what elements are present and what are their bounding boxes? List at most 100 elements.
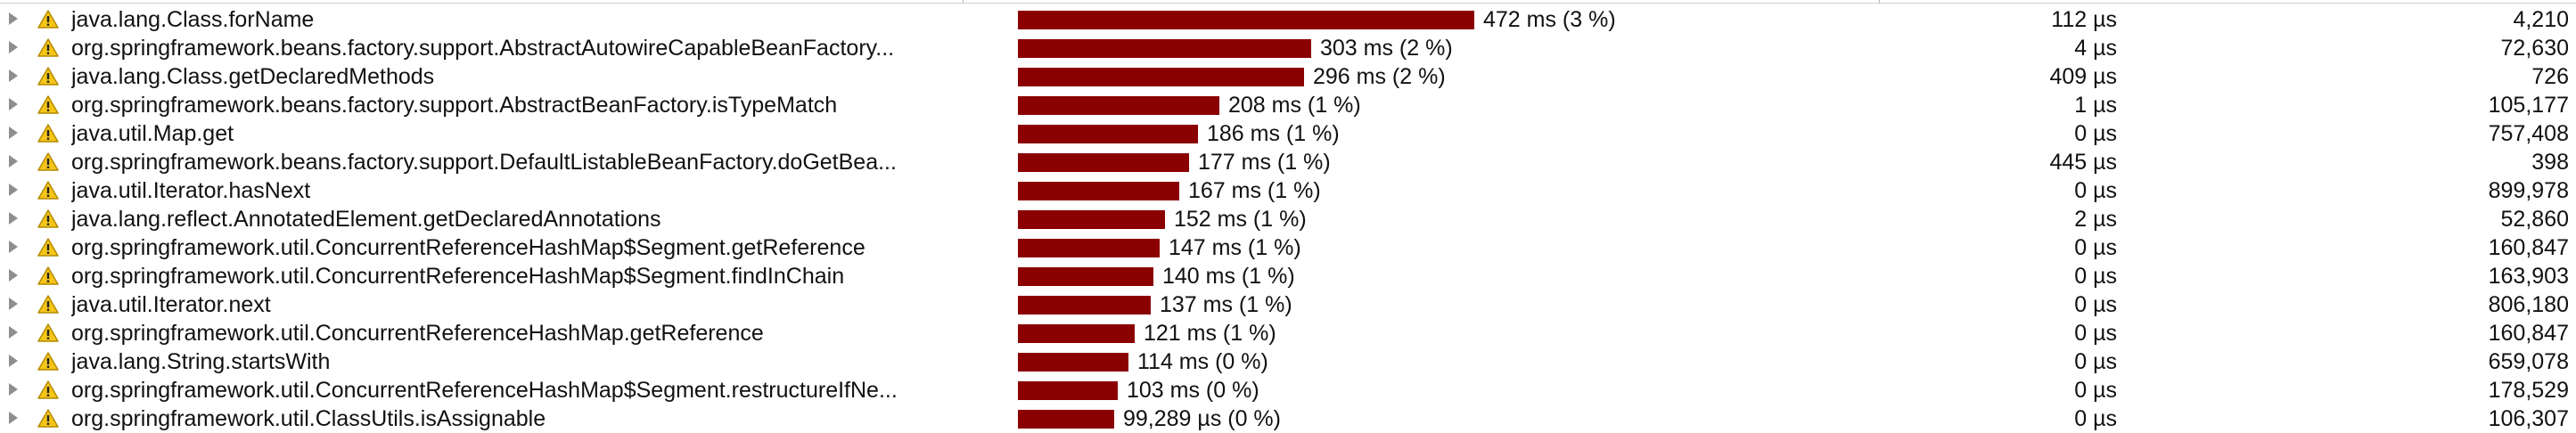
- expand-arrow-icon[interactable]: [9, 98, 18, 110]
- time-bar: [1018, 239, 1160, 257]
- time-label: 303 ms (2 %): [1320, 36, 1453, 61]
- avg-time: 0 µs: [2074, 406, 2117, 431]
- warning-icon: [37, 10, 59, 29]
- warning-icon: [37, 38, 59, 57]
- table-row[interactable]: java.util.Iterator.hasNext 167 ms (1 %) 0 …: [0, 176, 2576, 205]
- method-name: java.lang.reflect.AnnotatedElement.getDe…: [71, 207, 1012, 232]
- warning-icon: [37, 409, 59, 428]
- warning-icon: [37, 323, 59, 342]
- hotspots-table: java.lang.Class.forName 472 ms (3 %) 112 µ…: [0, 5, 2576, 433]
- time-label: 167 ms (1 %): [1188, 178, 1321, 203]
- avg-time: 0 µs: [2074, 121, 2117, 146]
- method-name: java.lang.Class.forName: [71, 7, 1012, 32]
- expand-arrow-icon[interactable]: [9, 155, 18, 167]
- table-row[interactable]: org.springframework.util.ConcurrentRefer…: [0, 319, 2576, 347]
- invocation-count: 160,847: [2489, 235, 2569, 260]
- avg-time: 2 µs: [2074, 207, 2117, 232]
- method-name: org.springframework.beans.factory.suppor…: [71, 36, 1012, 61]
- table-row[interactable]: java.lang.String.startsWith 114 ms (0 %) 0…: [0, 347, 2576, 376]
- time-bar: [1018, 96, 1219, 115]
- avg-time: 0 µs: [2074, 264, 2117, 289]
- time-label: 472 ms (3 %): [1483, 7, 1616, 32]
- invocation-count: 899,978: [2489, 178, 2569, 203]
- table-top-border: [0, 0, 2576, 4]
- avg-time: 1 µs: [2074, 93, 2117, 118]
- expand-arrow-icon[interactable]: [9, 184, 18, 196]
- time-label: 99,289 µs (0 %): [1123, 406, 1281, 431]
- warning-icon: [37, 152, 59, 171]
- table-row[interactable]: org.springframework.util.ConcurrentRefer…: [0, 376, 2576, 404]
- warning-icon: [37, 181, 59, 200]
- invocation-count: 52,860: [2501, 207, 2569, 232]
- warning-icon: [37, 209, 59, 228]
- invocation-count: 105,177: [2489, 93, 2569, 118]
- invocation-count: 163,903: [2489, 264, 2569, 289]
- table-row[interactable]: org.springframework.util.ClassUtils.isAs…: [0, 404, 2576, 433]
- expand-arrow-icon[interactable]: [9, 383, 18, 396]
- column-divider[interactable]: [963, 0, 964, 4]
- method-name: java.util.Iterator.hasNext: [71, 178, 1012, 203]
- table-row[interactable]: org.springframework.util.ConcurrentRefer…: [0, 262, 2576, 290]
- column-divider[interactable]: [1879, 0, 1880, 4]
- table-row[interactable]: java.util.Iterator.next 137 ms (1 %) 0 µs 8…: [0, 290, 2576, 319]
- time-bar: [1018, 11, 1474, 29]
- invocation-count: 398: [2531, 150, 2569, 175]
- method-name: org.springframework.util.ConcurrentRefer…: [71, 235, 1012, 260]
- invocation-count: 72,630: [2501, 36, 2569, 61]
- avg-time: 0 µs: [2074, 349, 2117, 374]
- time-label: 103 ms (0 %): [1127, 378, 1259, 403]
- time-bar: [1018, 267, 1153, 286]
- time-bar: [1018, 68, 1304, 86]
- expand-arrow-icon[interactable]: [9, 412, 18, 424]
- invocation-count: 4,210: [2513, 7, 2569, 32]
- time-bar: [1018, 153, 1189, 172]
- table-row[interactable]: java.lang.reflect.AnnotatedElement.getDe…: [0, 205, 2576, 233]
- table-row[interactable]: org.springframework.beans.factory.suppor…: [0, 34, 2576, 62]
- table-row[interactable]: org.springframework.util.ConcurrentRefer…: [0, 233, 2576, 262]
- avg-time: 0 µs: [2074, 235, 2117, 260]
- table-row[interactable]: java.util.Map.get 186 ms (1 %) 0 µs 757,408: [0, 119, 2576, 148]
- time-label: 147 ms (1 %): [1169, 235, 1301, 260]
- method-name: org.springframework.util.ConcurrentRefer…: [71, 264, 1012, 289]
- warning-icon: [37, 238, 59, 257]
- method-name: java.lang.String.startsWith: [71, 349, 1012, 374]
- avg-time: 0 µs: [2074, 378, 2117, 403]
- table-row[interactable]: java.lang.Class.forName 472 ms (3 %) 112 µ…: [0, 5, 2576, 34]
- time-label: 177 ms (1 %): [1198, 150, 1331, 175]
- expand-arrow-icon[interactable]: [9, 241, 18, 253]
- invocation-count: 659,078: [2489, 349, 2569, 374]
- expand-arrow-icon[interactable]: [9, 326, 18, 339]
- method-name: org.springframework.util.ConcurrentRefer…: [71, 321, 1012, 346]
- time-label: 121 ms (1 %): [1144, 321, 1276, 346]
- expand-arrow-icon[interactable]: [9, 127, 18, 139]
- expand-arrow-icon[interactable]: [9, 69, 18, 82]
- expand-arrow-icon[interactable]: [9, 269, 18, 282]
- table-row[interactable]: org.springframework.beans.factory.suppor…: [0, 148, 2576, 176]
- avg-time: 409 µs: [2049, 64, 2117, 89]
- expand-arrow-icon[interactable]: [9, 212, 18, 225]
- warning-icon: [37, 380, 59, 399]
- time-label: 208 ms (1 %): [1228, 93, 1361, 118]
- expand-arrow-icon[interactable]: [9, 12, 18, 25]
- time-bar: [1018, 324, 1135, 343]
- warning-icon: [37, 67, 59, 86]
- expand-arrow-icon[interactable]: [9, 298, 18, 310]
- method-name: java.util.Iterator.next: [71, 292, 1012, 317]
- time-label: 137 ms (1 %): [1160, 292, 1292, 317]
- expand-arrow-icon[interactable]: [9, 355, 18, 367]
- time-bar: [1018, 381, 1118, 400]
- method-name: java.lang.Class.getDeclaredMethods: [71, 64, 1012, 89]
- time-bar: [1018, 210, 1165, 229]
- invocation-count: 806,180: [2489, 292, 2569, 317]
- avg-time: 0 µs: [2074, 292, 2117, 317]
- warning-icon: [37, 124, 59, 143]
- table-row[interactable]: java.lang.Class.getDeclaredMethods 296 ms…: [0, 62, 2576, 91]
- method-name: org.springframework.util.ConcurrentRefer…: [71, 378, 1012, 403]
- warning-icon: [37, 295, 59, 314]
- expand-arrow-icon[interactable]: [9, 41, 18, 53]
- avg-time: 445 µs: [2049, 150, 2117, 175]
- method-name: org.springframework.beans.factory.suppor…: [71, 93, 1012, 118]
- time-bar: [1018, 182, 1179, 200]
- table-row[interactable]: org.springframework.beans.factory.suppor…: [0, 91, 2576, 119]
- invocation-count: 757,408: [2489, 121, 2569, 146]
